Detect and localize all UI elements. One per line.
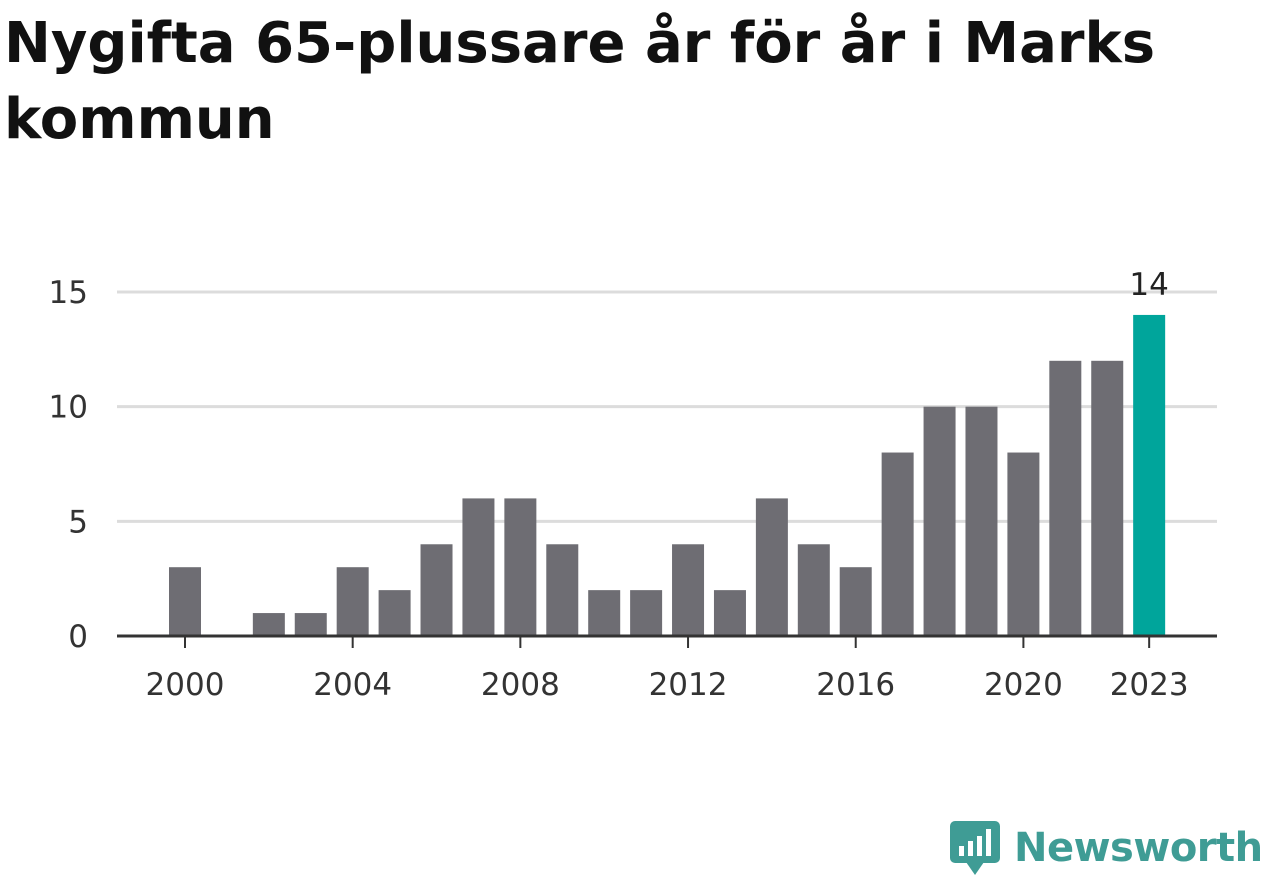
bars bbox=[169, 314, 1166, 636]
bar-2003 bbox=[294, 613, 327, 636]
bar-2015 bbox=[797, 544, 830, 636]
brand-name: Newsworthy bbox=[1014, 825, 1262, 871]
x-tick-label-2012: 2012 bbox=[649, 667, 728, 703]
bar-2009 bbox=[546, 544, 579, 636]
data-label-2023: 14 bbox=[1129, 267, 1168, 303]
chart-title: Nygifta 65-plussare år för år i Marks ko… bbox=[4, 11, 1156, 152]
newsworthy-bar-chart-icon bbox=[950, 821, 1000, 875]
bar-2023 bbox=[1133, 314, 1166, 636]
y-tick-label-15: 15 bbox=[49, 275, 88, 311]
x-tick-label-2004: 2004 bbox=[313, 667, 392, 703]
bar-2008 bbox=[504, 498, 537, 636]
bar-2013 bbox=[713, 590, 746, 636]
tick-labels: 0 5 10 15 2000 2004 2008 2012 2016 2020 2023 14 bbox=[49, 267, 1189, 703]
bar-2006 bbox=[420, 544, 453, 636]
x-axis bbox=[117, 634, 1217, 648]
bar-2011 bbox=[630, 590, 663, 636]
bar-2017 bbox=[881, 452, 914, 636]
bar-2021 bbox=[1049, 360, 1082, 636]
bar-2020 bbox=[1007, 452, 1040, 636]
x-tick-label-2000: 2000 bbox=[146, 667, 225, 703]
y-tick-label-0: 0 bbox=[68, 619, 88, 655]
bar-2004 bbox=[336, 567, 369, 636]
x-tick-label-2020: 2020 bbox=[984, 667, 1063, 703]
y-tick-label-10: 10 bbox=[49, 390, 88, 426]
bar-2007 bbox=[462, 498, 495, 636]
bar-2019 bbox=[965, 406, 998, 636]
bar-2022 bbox=[1091, 360, 1124, 636]
newsworthy-brand: Newsworthy bbox=[950, 818, 1262, 878]
x-tick-label-2023: 2023 bbox=[1110, 667, 1189, 703]
bar-2018 bbox=[923, 406, 956, 636]
bar-2014 bbox=[755, 498, 788, 636]
x-tick-label-2016: 2016 bbox=[816, 667, 895, 703]
bar-2012 bbox=[672, 544, 705, 636]
bar-2005 bbox=[378, 590, 411, 636]
bar-2002 bbox=[252, 613, 285, 636]
x-tick-label-2008: 2008 bbox=[481, 667, 560, 703]
bar-2000 bbox=[169, 567, 201, 636]
bar-2010 bbox=[588, 590, 621, 636]
bar-2016 bbox=[839, 567, 872, 636]
y-tick-label-5: 5 bbox=[68, 504, 88, 540]
